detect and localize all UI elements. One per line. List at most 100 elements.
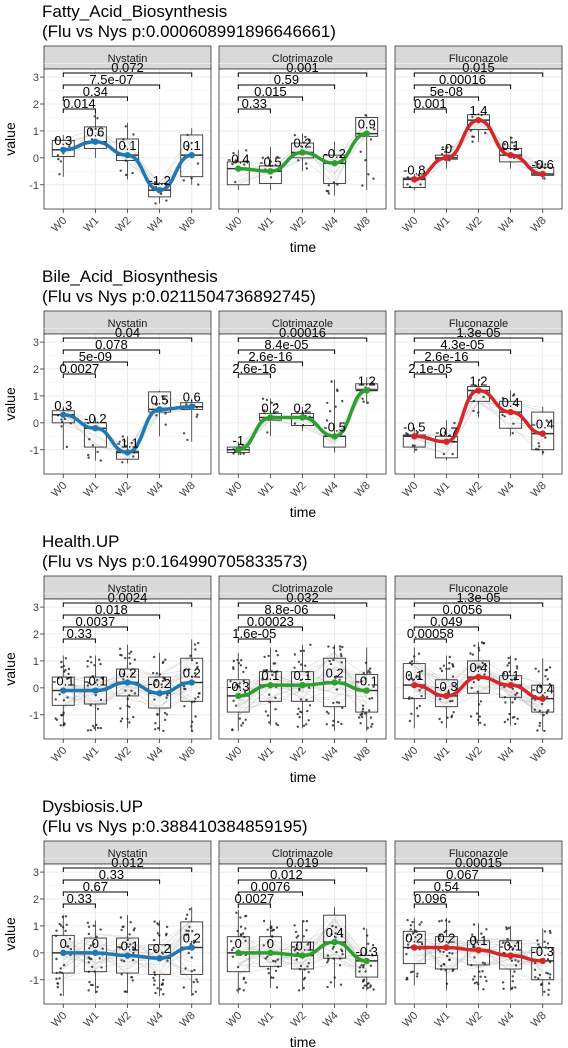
data-point bbox=[296, 410, 299, 414]
data-point bbox=[197, 692, 200, 695]
data-point bbox=[420, 669, 424, 673]
significance-bracket bbox=[413, 879, 512, 884]
data-point bbox=[133, 692, 137, 695]
facet-panel-clotrimazole: Clotrimazole -0.3 0.1 0.1 0.2 -0.1 1.6e-050.00… bbox=[218, 575, 387, 765]
data-point bbox=[58, 977, 61, 980]
median-label: 0.3 bbox=[54, 133, 72, 148]
data-point bbox=[190, 725, 193, 728]
data-point bbox=[164, 423, 167, 426]
data-point bbox=[194, 715, 197, 718]
data-point bbox=[306, 943, 309, 946]
data-point bbox=[235, 911, 238, 914]
data-point bbox=[91, 675, 95, 678]
facet-panel-fluconazole: Fluconazole-0.8-01.40.1-0.60.0015e-080.0… bbox=[394, 45, 563, 235]
data-point bbox=[337, 701, 341, 704]
data-point bbox=[538, 973, 542, 977]
data-point bbox=[126, 697, 129, 701]
data-point bbox=[306, 674, 309, 677]
data-point bbox=[122, 672, 125, 676]
x-tick-label: W1 bbox=[432, 745, 452, 765]
median-label: -0.8 bbox=[403, 162, 425, 177]
data-point bbox=[197, 695, 200, 699]
trend-point bbox=[411, 433, 418, 440]
data-point bbox=[366, 671, 369, 674]
data-point bbox=[299, 698, 303, 701]
data-point bbox=[534, 961, 537, 965]
p-value-label: 0.33 bbox=[242, 96, 267, 111]
data-point bbox=[266, 431, 269, 434]
data-point bbox=[540, 165, 543, 168]
data-point bbox=[87, 970, 91, 973]
data-point bbox=[295, 958, 298, 961]
data-point bbox=[503, 696, 507, 699]
data-point bbox=[361, 966, 365, 969]
data-point bbox=[307, 962, 310, 965]
data-point bbox=[62, 724, 65, 727]
data-point bbox=[89, 655, 92, 659]
data-point bbox=[58, 693, 61, 696]
data-point bbox=[244, 915, 247, 918]
significance-bracket bbox=[62, 614, 161, 619]
data-point bbox=[335, 701, 339, 704]
data-point bbox=[296, 712, 299, 716]
facet-strip-label: Nystatin bbox=[108, 53, 148, 65]
significance-bracket bbox=[62, 361, 128, 366]
trend-point bbox=[331, 160, 338, 167]
data-point bbox=[514, 986, 517, 989]
facet-panel-fluconazole: Fluconazole 0.1 -0.3 0.4 0.1 -0.4 0.000580.049… bbox=[394, 575, 563, 765]
significance-bracket bbox=[413, 602, 544, 607]
y-tick-label: 0 bbox=[33, 948, 39, 960]
data-point bbox=[155, 672, 159, 675]
trend-point bbox=[443, 944, 450, 951]
data-point bbox=[302, 141, 306, 144]
data-point bbox=[330, 380, 333, 383]
data-point bbox=[367, 942, 370, 945]
data-point bbox=[58, 922, 61, 926]
data-point bbox=[545, 419, 548, 422]
data-point bbox=[63, 417, 67, 421]
x-tick-label: W4 bbox=[146, 480, 166, 500]
data-point bbox=[446, 146, 449, 149]
data-point bbox=[533, 708, 536, 711]
data-point bbox=[365, 984, 368, 987]
trend-point bbox=[475, 946, 482, 954]
data-point bbox=[124, 656, 127, 660]
box bbox=[116, 138, 139, 161]
data-point bbox=[363, 984, 366, 987]
data-point bbox=[544, 675, 547, 678]
data-point bbox=[132, 948, 135, 951]
data-point bbox=[163, 711, 167, 715]
data-point bbox=[239, 925, 243, 928]
data-point bbox=[361, 707, 365, 711]
data-point bbox=[56, 985, 59, 989]
data-point bbox=[160, 683, 163, 686]
data-point bbox=[94, 681, 97, 684]
data-point bbox=[244, 939, 247, 942]
data-point bbox=[362, 978, 366, 981]
trend-point bbox=[443, 692, 450, 700]
data-point bbox=[67, 945, 70, 948]
median-label: -0.3 bbox=[356, 944, 378, 959]
median-label: 0.2 bbox=[183, 930, 201, 945]
data-point bbox=[165, 696, 168, 699]
data-point bbox=[243, 935, 246, 939]
data-point bbox=[305, 919, 309, 923]
median-label: -0.1 bbox=[84, 674, 106, 689]
data-point bbox=[513, 715, 516, 719]
data-point bbox=[501, 941, 505, 944]
trend-point bbox=[299, 681, 306, 689]
data-point bbox=[440, 919, 443, 922]
data-point bbox=[545, 695, 549, 698]
data-point bbox=[507, 656, 510, 660]
box bbox=[434, 435, 458, 459]
y-tick-label: 2 bbox=[33, 99, 39, 111]
data-point bbox=[294, 947, 298, 951]
data-point bbox=[166, 959, 169, 962]
data-point bbox=[55, 971, 58, 975]
data-point bbox=[153, 920, 156, 923]
data-point bbox=[451, 969, 454, 972]
data-point bbox=[90, 661, 93, 664]
chart-subtitle: (Flu vs Nys p:0.388410384859195) bbox=[42, 817, 308, 836]
x-tick-label: W2 bbox=[464, 1010, 484, 1030]
data-point bbox=[448, 661, 451, 665]
